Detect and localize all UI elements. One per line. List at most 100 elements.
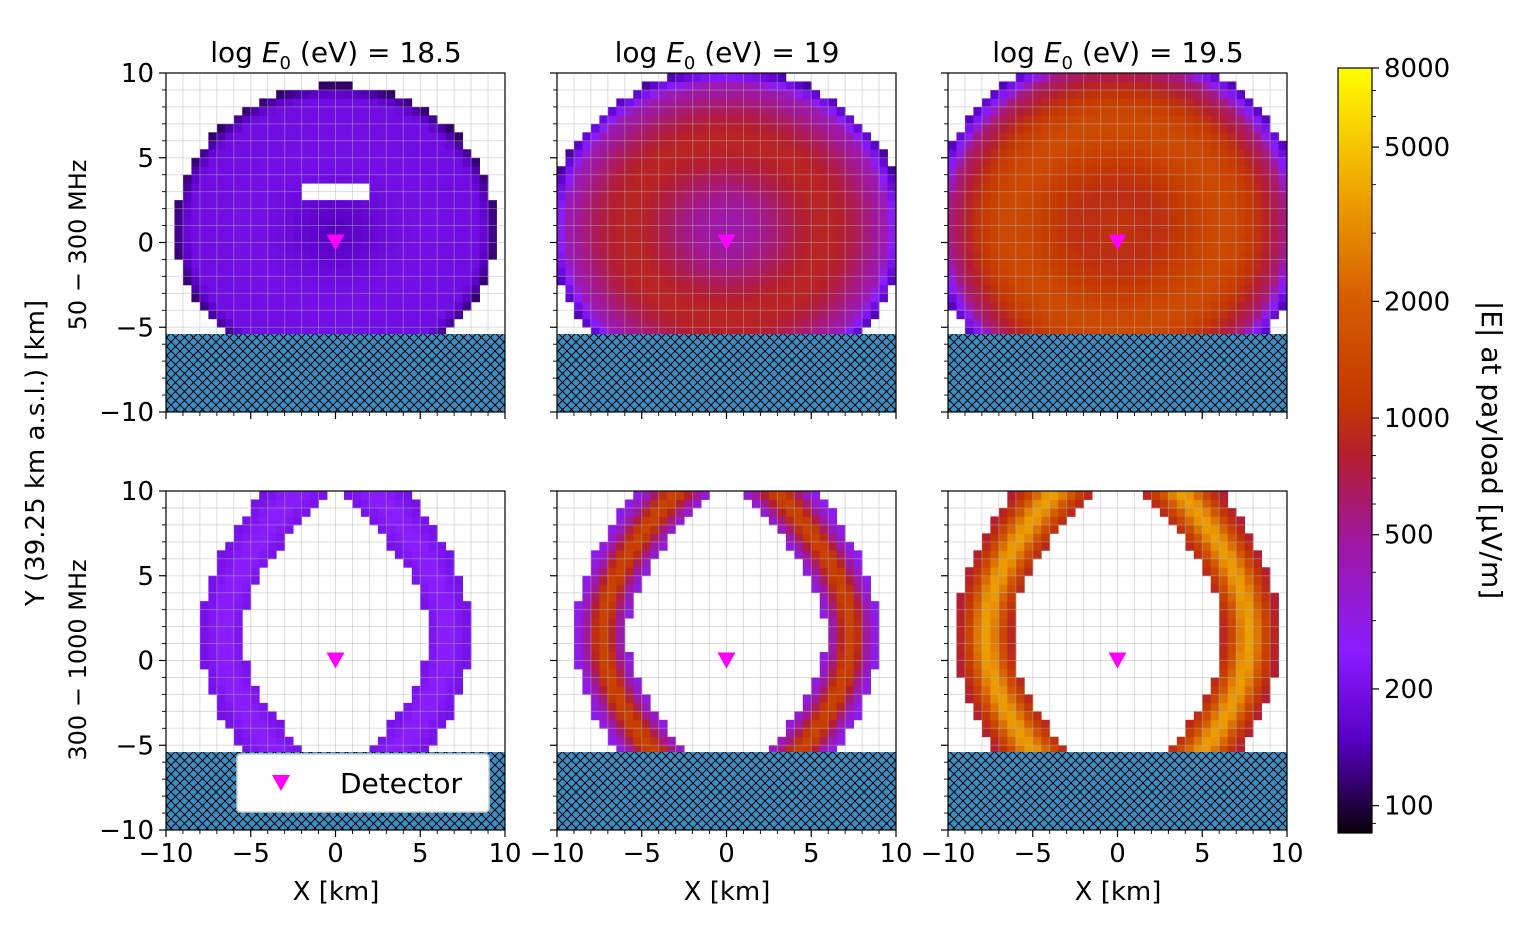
heatmap-cell <box>454 601 464 611</box>
heatmap-cell <box>293 208 303 218</box>
heatmap-cell <box>1244 132 1254 142</box>
heatmap-cell <box>845 711 855 721</box>
heatmap-cell <box>887 217 897 226</box>
heatmap-cell <box>1236 736 1246 746</box>
heatmap-cell <box>420 558 430 568</box>
heatmap-cell <box>1193 745 1203 755</box>
heatmap-cell <box>445 318 455 328</box>
heatmap-cell <box>675 507 685 517</box>
heatmap-cell <box>1261 267 1271 277</box>
heatmap-cell <box>658 327 668 337</box>
heatmap-cell <box>293 499 303 509</box>
heatmap-cell <box>743 310 753 320</box>
heatmap-cell <box>250 310 260 320</box>
heatmap-cell <box>845 677 855 687</box>
heatmap-cell <box>403 533 413 543</box>
heatmap-cell <box>1058 310 1068 320</box>
heatmap-cell <box>335 327 345 337</box>
heatmap-cell <box>1244 191 1254 201</box>
heatmap-cell <box>633 685 643 695</box>
heatmap-cell <box>293 149 303 159</box>
heatmap-cell <box>1151 284 1161 294</box>
heatmap-cell <box>981 115 991 125</box>
heatmap-cell <box>394 242 404 252</box>
heatmap-cell <box>870 267 880 277</box>
heatmap-cell <box>1142 149 1152 159</box>
heatmap-cell <box>1032 157 1042 167</box>
heatmap-cell <box>1253 276 1262 286</box>
heatmap-cell <box>1092 183 1101 193</box>
heatmap-cell <box>1193 123 1203 133</box>
heatmap-cell <box>471 276 480 286</box>
heatmap-cell <box>462 652 472 661</box>
heatmap-cell <box>1244 310 1254 320</box>
heatmap-cell <box>760 200 770 210</box>
heatmap-cell <box>819 183 829 193</box>
heatmap-cell <box>785 293 795 303</box>
heatmap-cell <box>1075 217 1085 226</box>
heatmap-cell <box>768 149 778 159</box>
heatmap-cell <box>853 234 863 243</box>
heatmap-cell <box>216 685 226 695</box>
heatmap-cell <box>836 550 846 560</box>
heatmap-cell <box>887 191 897 201</box>
heatmap-cell <box>998 242 1008 252</box>
heatmap-cell <box>819 711 829 721</box>
heatmap-cell <box>1176 106 1186 116</box>
heatmap-cell <box>1007 89 1017 99</box>
heatmap-cell <box>1261 293 1271 303</box>
heatmap-cell <box>948 234 957 243</box>
heatmap-cell <box>394 200 404 210</box>
heatmap-cell <box>802 516 812 526</box>
heatmap-cell <box>768 318 778 328</box>
heatmap-cell <box>216 183 226 193</box>
heatmap-cell <box>879 208 888 218</box>
heatmap-cell <box>1058 499 1068 509</box>
heatmap-cell <box>343 98 353 108</box>
heatmap-cell <box>428 668 438 678</box>
heatmap-cell <box>948 217 957 226</box>
heatmap-cell <box>590 234 600 243</box>
heatmap-cell <box>633 267 643 277</box>
heatmap-cell <box>1041 183 1051 193</box>
heatmap-cell <box>454 609 464 619</box>
heatmap-cell <box>1083 250 1093 260</box>
heatmap-cell <box>1210 293 1220 303</box>
heatmap-cell <box>1100 123 1110 133</box>
heatmap-cell <box>225 575 235 585</box>
heatmap-cell <box>1244 601 1254 611</box>
heatmap-cell <box>454 234 464 243</box>
heatmap-cell <box>1219 685 1229 695</box>
heatmap-cell <box>998 550 1008 560</box>
heatmap-cell <box>369 174 379 184</box>
heatmap-cell <box>411 250 421 260</box>
heatmap-cell <box>675 491 685 500</box>
heatmap-cell <box>743 81 753 91</box>
heatmap-cell <box>352 259 362 269</box>
heatmap-cell <box>267 318 277 328</box>
heatmap-cell <box>1083 293 1093 303</box>
heatmap-cell <box>1227 242 1237 252</box>
heatmap-cell <box>360 174 370 184</box>
heatmap-cell <box>675 174 685 184</box>
heatmap-cell <box>879 250 888 260</box>
heatmap-cell <box>828 541 838 551</box>
heatmap-cell <box>836 132 846 142</box>
heatmap-cell <box>1219 558 1229 568</box>
heatmap-cell <box>990 541 1000 551</box>
heatmap-cell <box>1219 259 1229 269</box>
heatmap-cell <box>1185 507 1195 517</box>
heatmap-cell <box>352 166 362 176</box>
heatmap-cell <box>768 123 778 133</box>
heatmap-cell <box>1066 183 1076 193</box>
heatmap-cell <box>675 217 685 226</box>
heatmap-cell <box>684 217 694 226</box>
heatmap-cell <box>1176 200 1186 210</box>
heatmap-cell <box>335 200 345 210</box>
heatmap-cell <box>701 242 710 252</box>
heatmap-cell <box>335 89 345 99</box>
heatmap-cell <box>1168 200 1178 210</box>
heatmap-cell <box>1117 98 1127 108</box>
heatmap-cell <box>998 123 1008 133</box>
heatmap-cell <box>259 123 269 133</box>
